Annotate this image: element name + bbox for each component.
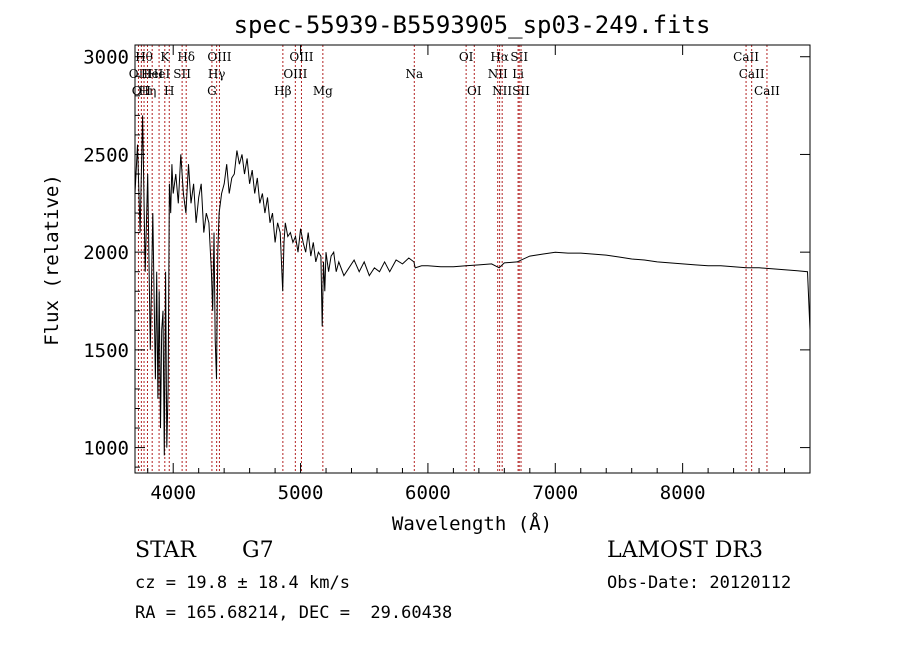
sky-coordinates: RA = 165.68214, DEC = 29.60438 (135, 603, 453, 623)
y-tick-label: 1000 (83, 438, 129, 460)
chart-title: spec-55939-B5593905_sp03-249.fits (234, 11, 711, 39)
line-marker-label: Hδ (177, 50, 195, 64)
y-tick-label: 1500 (83, 340, 129, 362)
object-class: STAR (135, 538, 196, 563)
line-marker-label: Hγ (208, 67, 226, 81)
observation-date: Obs-Date: 20120112 (607, 573, 792, 593)
line-marker-label: Hβ (274, 84, 291, 98)
spectral-line-markers: OIIOIIHθHηHeIHeIKHSIIHδGHγOIIIHβOIIIOIII… (129, 45, 780, 473)
line-marker-label: HeI (141, 67, 164, 81)
object-subclass: G7 (242, 538, 274, 563)
line-marker-label: Hη (139, 84, 157, 98)
line-marker-label: OII (129, 67, 149, 81)
x-tick-label: 6000 (405, 482, 451, 504)
y-tick-label: 2500 (83, 144, 129, 166)
line-marker-label: OI (467, 84, 482, 98)
line-marker-label: OI (459, 50, 474, 64)
spectrum-line (134, 115, 811, 456)
y-tick-label: 2000 (83, 242, 129, 264)
line-marker-label: CaII (739, 67, 765, 81)
line-marker-label: Mg (313, 84, 333, 98)
x-axis-label: Wavelength (Å) (392, 512, 552, 535)
line-marker-label: OIII (289, 50, 313, 64)
line-marker-label: K (160, 50, 170, 64)
x-tick-label: 5000 (278, 482, 324, 504)
line-marker-label: HeI (148, 67, 171, 81)
x-tick-label: 4000 (150, 482, 196, 504)
line-marker-label: G (207, 84, 217, 98)
line-marker-label: CaII (754, 84, 780, 98)
line-marker-label: CaII (733, 50, 759, 64)
y-axis: 1000 1500 2000 2500 3000 (83, 47, 810, 468)
survey-name: LAMOST DR3 (607, 538, 763, 563)
line-marker-label: SII (512, 84, 530, 98)
x-tick-label: 8000 (660, 482, 706, 504)
line-marker-label: OIII (283, 67, 307, 81)
y-tick-label: 3000 (83, 47, 129, 69)
line-marker-label: Li (512, 67, 524, 81)
line-marker-label: SII (173, 67, 191, 81)
line-marker-label: OII (132, 84, 152, 98)
line-marker-label: Na (405, 67, 423, 81)
line-marker-label: OIII (207, 50, 231, 64)
y-axis-label: Flux (relative) (41, 174, 63, 346)
x-axis: 4000 5000 6000 7000 8000 (147, 45, 786, 504)
plot-frame (134, 44, 811, 474)
redshift-velocity: cz = 19.8 ± 18.4 km/s (135, 573, 350, 593)
x-tick-label: 7000 (532, 482, 578, 504)
line-marker-label: SII (510, 50, 528, 64)
line-marker-label: Hα (490, 50, 509, 64)
line-marker-label: H (164, 84, 174, 98)
line-marker-label: NII (492, 84, 512, 98)
line-marker-label: NII (488, 67, 508, 81)
